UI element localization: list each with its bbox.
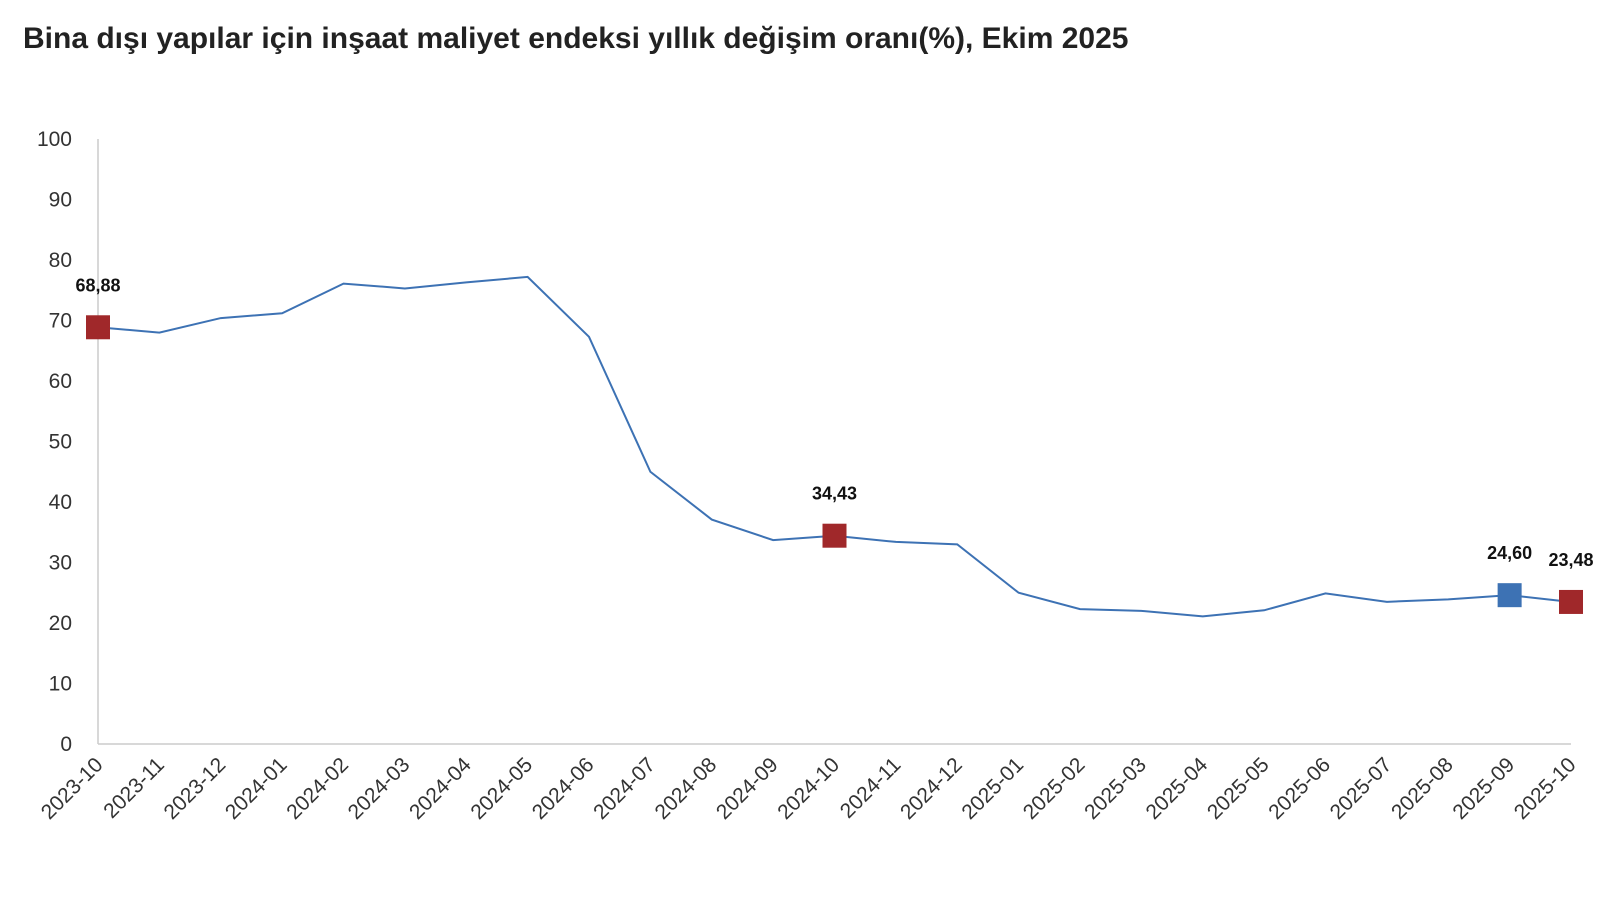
chart-title: Bina dışı yapılar için inşaat maliyet en… (23, 22, 1128, 55)
y-tick-label: 0 (60, 733, 72, 756)
x-tick-label: 2025-08 (1387, 753, 1458, 824)
x-tick-label: 2023-12 (160, 753, 231, 824)
x-tick-label: 2025-01 (957, 753, 1028, 824)
x-tick-label: 2023-10 (37, 753, 108, 824)
x-tick-label: 2024-10 (773, 753, 844, 824)
y-tick-label: 30 (49, 552, 72, 575)
data-label: 23,48 (1548, 550, 1593, 570)
x-tick-label: 2024-11 (836, 753, 906, 823)
x-tick-label: 2025-10 (1510, 753, 1581, 824)
x-tick-label: 2024-07 (589, 753, 660, 824)
marker (822, 523, 847, 548)
y-tick-label: 80 (49, 249, 72, 272)
x-tick-label: 2025-07 (1326, 753, 1397, 824)
x-tick-label: 2024-06 (528, 753, 599, 824)
x-tick-label: 2024-02 (282, 753, 353, 824)
data-label: 68,88 (75, 275, 120, 295)
x-tick-label: 2024-08 (651, 753, 722, 824)
x-tick-label: 2023-11 (99, 753, 169, 823)
marker (1559, 589, 1583, 614)
y-tick-label: 70 (49, 310, 72, 333)
x-tick-label: 2024-01 (221, 753, 292, 824)
y-tick-label: 10 (49, 673, 72, 696)
data-line (97, 275, 1572, 618)
x-tick-label: 2024-03 (344, 753, 415, 824)
x-tick-label: 2024-12 (896, 753, 967, 824)
x-tick-label: 2025-02 (1019, 753, 1090, 824)
data-label: 34,43 (812, 484, 857, 504)
data-label: 24,60 (1487, 543, 1532, 563)
y-tick-label: 90 (49, 189, 72, 212)
x-tick-label: 2025-09 (1448, 753, 1519, 824)
x-tick-label: 2025-05 (1203, 753, 1274, 824)
marker (86, 315, 110, 340)
x-tick-label: 2025-04 (1142, 753, 1213, 824)
marker (1497, 583, 1522, 608)
y-tick-label: 50 (49, 431, 72, 454)
y-tick-label: 100 (37, 128, 72, 151)
x-tick-label: 2024-05 (466, 753, 537, 824)
y-tick-label: 20 (49, 612, 72, 635)
x-tick-label: 2025-03 (1080, 753, 1151, 824)
x-tick-label: 2024-09 (712, 753, 783, 824)
y-tick-label: 40 (49, 491, 72, 514)
x-tick-label: 2025-06 (1264, 753, 1335, 824)
x-tick-label: 2024-04 (405, 753, 476, 824)
y-tick-label: 60 (49, 370, 72, 393)
